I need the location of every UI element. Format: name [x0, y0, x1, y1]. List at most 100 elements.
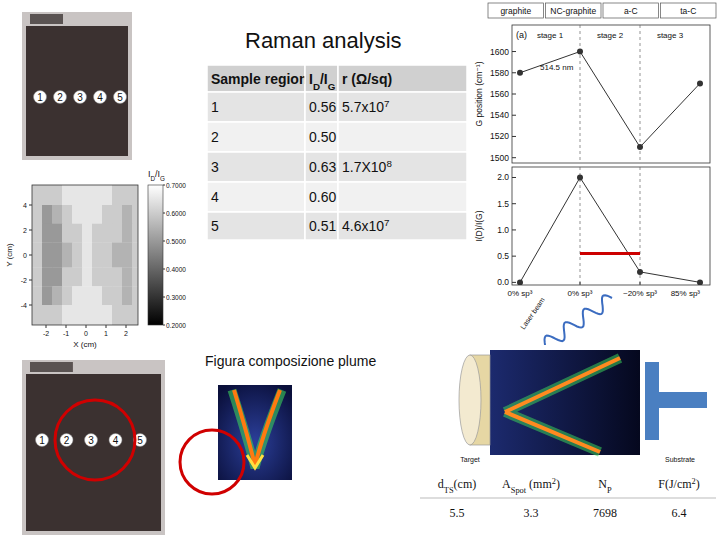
sample-table: Sample regionID/IGr (Ω/sq)10.565.7x10720…	[207, 65, 467, 240]
y-axis-label: G position (cm⁻¹)	[474, 61, 484, 126]
table-cell	[338, 152, 467, 182]
heatmap-cell	[132, 224, 138, 243]
y-tick-label: 1600	[490, 47, 509, 57]
photo-top: 12345	[22, 12, 132, 160]
heatmap-cell	[92, 185, 102, 205]
table-cell	[207, 152, 305, 182]
heatmap-cell	[52, 286, 62, 305]
table-cell	[305, 122, 338, 152]
heatmap-cell	[52, 185, 62, 205]
series-marker	[517, 279, 523, 285]
x-tick	[580, 282, 581, 285]
heatmap-cell	[122, 243, 132, 268]
text-part: A	[502, 477, 511, 491]
x-tick	[106, 325, 107, 328]
text-part: 1.7X10	[342, 159, 387, 175]
table-header: ASpot (mm2)	[502, 477, 560, 495]
highlight-circle	[180, 430, 244, 494]
y-tick	[512, 282, 516, 283]
table-cell	[338, 212, 467, 240]
y-tick	[512, 177, 516, 178]
table-header: NP	[598, 477, 612, 495]
sample-label: 1	[39, 435, 45, 446]
text-part: G	[328, 80, 336, 91]
sample-marker	[54, 91, 67, 104]
heatmap-cells	[32, 185, 138, 325]
heatmap-cell	[62, 185, 72, 205]
sample-marker	[114, 91, 127, 104]
heatmap-cell	[42, 205, 52, 224]
plot-frame	[512, 167, 710, 285]
plume-core	[505, 358, 620, 452]
y-tick-label: -2	[21, 277, 27, 284]
heatmap-cell	[32, 268, 42, 287]
y-tick	[29, 205, 32, 206]
phase-box	[661, 3, 717, 18]
y-tick-label: 1.5	[497, 199, 509, 209]
highlight-circle	[55, 400, 135, 480]
heatmap-cell	[82, 224, 92, 243]
x-tick	[700, 282, 701, 285]
heatmap-cell	[52, 305, 62, 325]
series-marker	[577, 174, 583, 180]
colorbar-tick	[163, 213, 165, 214]
series-marker	[637, 269, 643, 275]
photo-bottom: 12345	[22, 360, 165, 535]
table-value: 1	[211, 99, 219, 115]
heatmap-cell	[92, 224, 102, 243]
y-tick	[512, 136, 516, 137]
heatmap-cell	[92, 286, 102, 305]
table-cell	[207, 122, 305, 152]
series-marker	[697, 279, 703, 285]
sample-marker	[36, 434, 49, 447]
heatmap-cell	[82, 185, 92, 205]
y-tick-label: 2	[23, 227, 27, 234]
heatmap-cell	[32, 305, 42, 325]
substrate	[645, 362, 659, 440]
table-value: 5.7x107	[342, 98, 390, 116]
heatmap-cell	[122, 185, 132, 205]
stage-label: stage 1	[537, 31, 564, 40]
table-header: ID/IG	[309, 71, 336, 92]
photo-clip	[30, 14, 63, 24]
heatmap-cell	[122, 286, 132, 305]
heatmap-cell	[132, 268, 138, 287]
table-value: 0.50	[309, 129, 336, 145]
text-part: N	[598, 477, 607, 491]
series-line	[520, 177, 700, 282]
table-cell	[305, 65, 338, 92]
heatmap-cell	[132, 286, 138, 305]
table-header: dTS(cm)	[438, 477, 476, 495]
colorbar-tick	[163, 185, 165, 186]
y-tick	[29, 280, 32, 281]
text-part: )	[696, 477, 700, 491]
table-cell	[338, 65, 467, 92]
heatmap-cell	[62, 305, 72, 325]
stage-boundary	[580, 167, 581, 285]
table-header: Sample region	[211, 71, 307, 87]
y-tick-label: 0.5	[497, 251, 509, 261]
y-tick	[512, 94, 516, 95]
sample-label: 3	[77, 92, 83, 103]
sample-label: 5	[137, 435, 143, 446]
x-tick	[520, 282, 521, 285]
heatmap-cell	[72, 286, 82, 305]
series-marker	[697, 80, 703, 86]
text-part: D	[313, 80, 320, 91]
table-cell	[305, 182, 338, 212]
x-tick-label: 0	[84, 330, 88, 337]
heatmap-cell	[72, 305, 82, 325]
heatmap-cell	[112, 305, 122, 325]
sample-label: 4	[97, 92, 103, 103]
table-rule	[420, 498, 716, 499]
heatmap-cell	[102, 205, 112, 224]
y-axis-label: Y (cm)	[5, 243, 14, 267]
x-tick-label: -2	[43, 330, 49, 337]
sample-label: 2	[64, 435, 70, 446]
plume-region	[490, 350, 640, 455]
table-header: F(J/cm2)	[658, 477, 700, 492]
heatmap-cell	[82, 305, 92, 325]
stage-label: stage 2	[597, 31, 624, 40]
y-tick	[29, 305, 32, 306]
colorbar	[148, 185, 163, 325]
